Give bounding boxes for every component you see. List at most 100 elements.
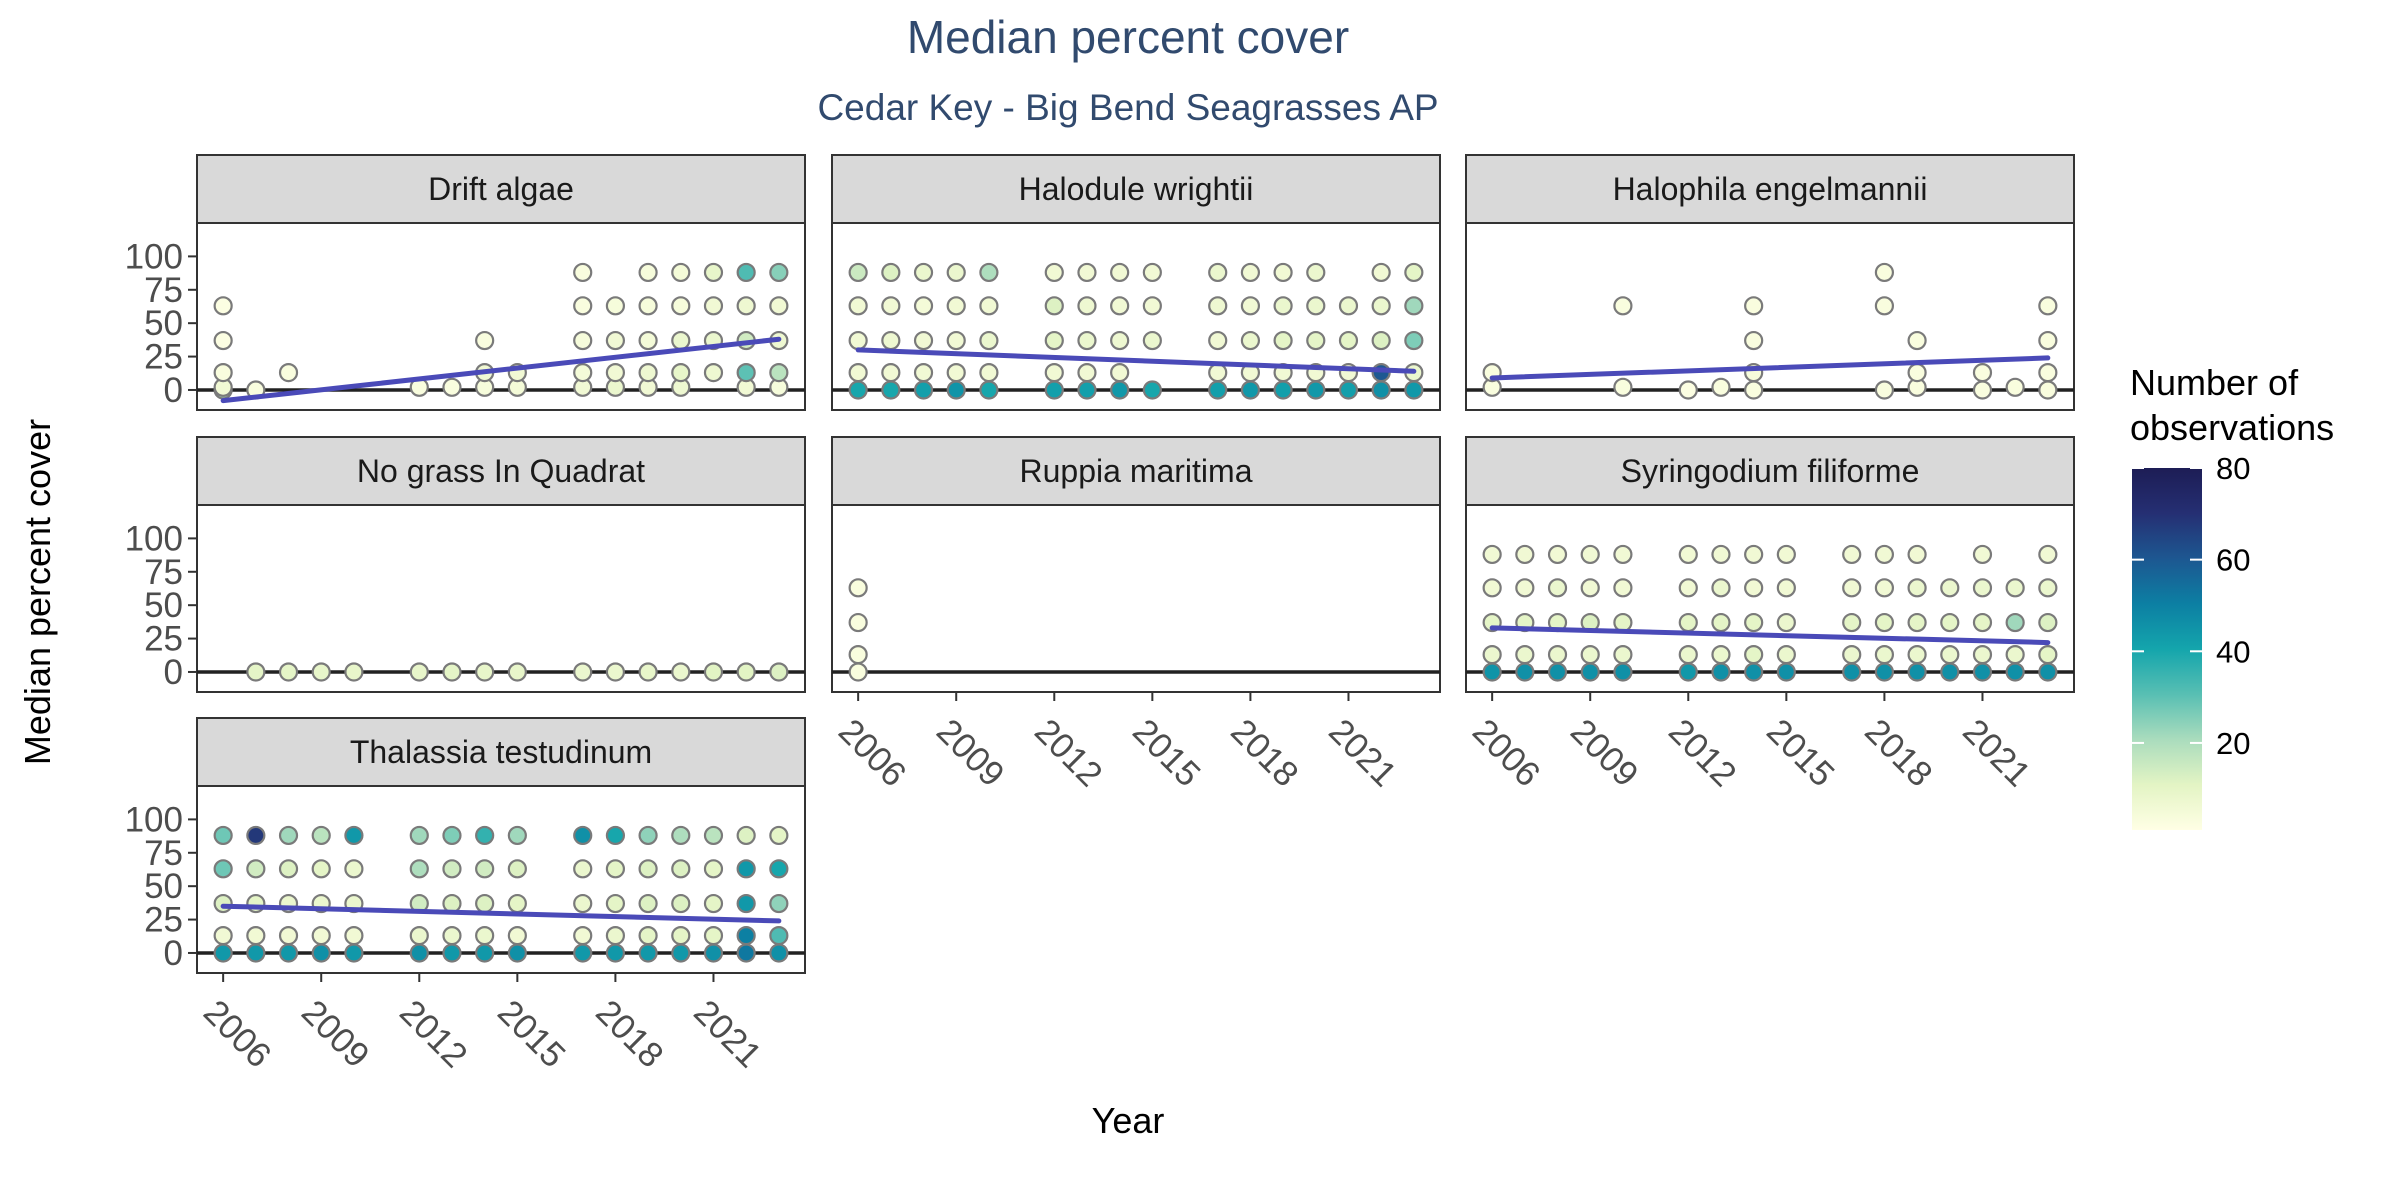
y-tick-label: 100 [125,519,183,558]
chart-subtitle: Cedar Key - Big Bend Seagrasses AP [817,87,1438,128]
data-point [507,825,527,846]
data-point [736,662,756,682]
data-point [1940,662,1960,682]
data-point [1744,644,1764,665]
data-point [1142,380,1162,400]
data-point [703,262,724,283]
data-point [1744,578,1764,598]
data-point [573,925,593,946]
data-point [1678,644,1698,665]
data-point [573,859,593,879]
x-tick-label: 2009 [929,712,1012,795]
data-point [605,893,626,914]
data-point [475,859,495,879]
data-point [1874,296,1895,316]
data-point [946,296,966,316]
data-point [1744,612,1764,633]
data-point [1874,380,1895,400]
data-point [913,330,934,351]
data-point [913,262,934,283]
data-point [605,662,626,682]
data-point [1842,578,1862,598]
data-point [671,662,691,682]
y-tick-label: 25 [144,901,183,940]
data-point [213,893,233,914]
legend-colorbar [2132,468,2202,830]
data-point [1077,296,1097,316]
data-point [736,893,756,914]
data-point [848,612,868,633]
y-tick-label: 50 [144,867,183,906]
data-point [2038,544,2058,565]
data-point [2038,662,2058,682]
data-point [1711,578,1731,598]
data-point [1874,544,1895,565]
data-point [605,943,626,963]
data-point [1240,296,1261,316]
data-point [1972,662,1993,682]
data-point [1972,363,1993,383]
data-point [1208,296,1228,316]
trend-line [220,336,782,404]
data-point [1515,662,1535,682]
data-point [311,825,331,846]
data-point [848,662,868,682]
data-point [311,662,331,682]
data-point [2038,296,2058,316]
data-point [1580,578,1600,598]
data-point [979,262,999,283]
x-tick-label: 2021 [1321,712,1404,795]
data-point [1208,380,1228,400]
x-tick-label: 2018 [588,993,671,1076]
data-point [736,943,756,963]
data-point [1613,612,1633,633]
x-tick-label: 2015 [490,993,573,1076]
data-point [1678,544,1698,565]
data-point [1240,330,1261,351]
color-legend: Number of observations 20 40 60 80 [2130,362,2334,830]
data-point [573,296,593,316]
data-point [703,943,724,963]
data-point [246,825,266,846]
data-point [1744,662,1764,682]
data-point [1678,662,1698,682]
data-point [1972,544,1993,565]
data-point [1044,262,1064,283]
data-point [1874,644,1895,665]
legend-tick-label: 40 [2216,634,2250,669]
data-point [1678,380,1698,400]
data-point [703,925,724,946]
data-point [409,825,429,846]
data-point [769,662,789,682]
x-axis-label: Year [1092,1100,1165,1141]
data-point [979,380,999,400]
data-point [638,296,658,316]
data-point [1907,544,1927,565]
data-point [703,296,724,316]
trend-line [855,347,1417,374]
data-point [1776,578,1796,598]
data-point [442,893,462,914]
data-point [1208,262,1228,283]
data-point [409,662,429,682]
data-point [573,825,593,846]
facet-plot-area [196,785,806,974]
data-point [1940,578,1960,598]
data-point [2005,612,2025,633]
y-tick-label: 25 [144,338,183,377]
data-point [1306,330,1326,351]
data-point [475,662,495,682]
data-point [1776,662,1796,682]
trend-line [1489,355,2051,381]
facet-strip [831,436,1441,506]
facet-panel: Ruppia maritima 2006 2009 2012 2015 2018 2021 [831,436,1441,795]
data-point [2005,377,2025,397]
data-point [2038,644,2058,665]
data-point [1776,612,1796,633]
x-tick-label: 2015 [1125,712,1208,795]
data-point [1142,330,1162,351]
data-point [1907,644,1927,665]
legend-tick-label: 20 [2216,726,2250,761]
data-point [1404,296,1424,316]
data-point [442,943,462,963]
